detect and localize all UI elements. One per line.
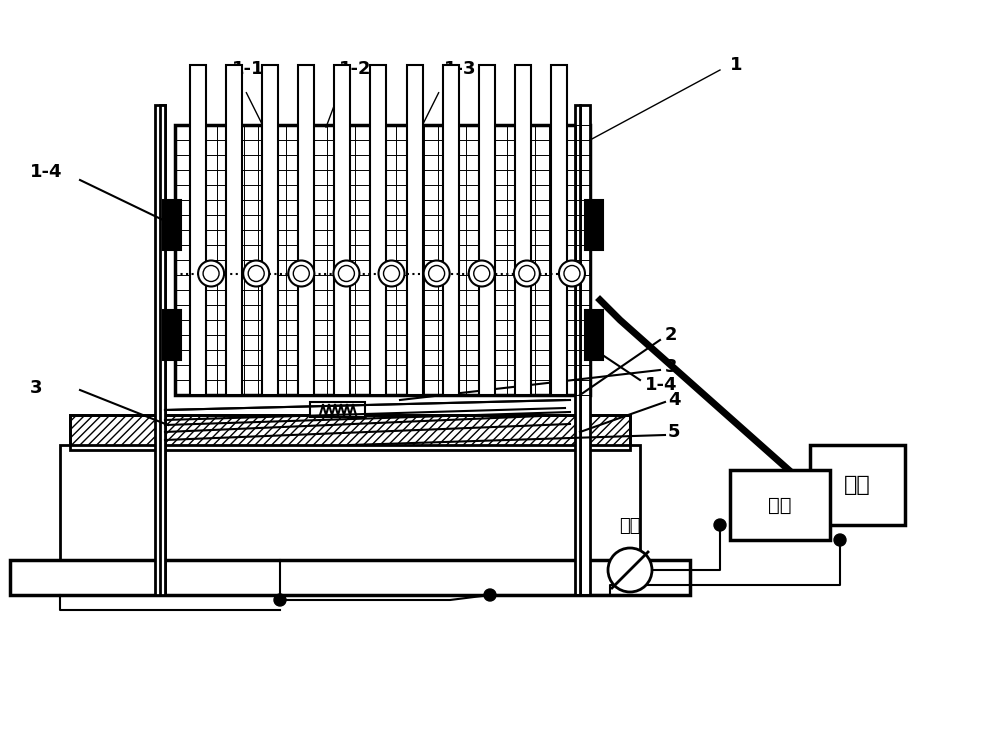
Text: 手机: 手机: [844, 475, 870, 495]
Bar: [585, 200, 603, 250]
Bar: [190, 65, 206, 395]
Bar: [443, 65, 459, 395]
Bar: [163, 200, 181, 250]
Bar: [730, 470, 830, 540]
Circle shape: [608, 548, 652, 592]
Text: 1-4: 1-4: [30, 163, 62, 181]
Circle shape: [333, 260, 359, 286]
Bar: [479, 65, 495, 395]
Bar: [160, 105, 165, 595]
Bar: [575, 105, 580, 595]
Circle shape: [293, 266, 309, 281]
Bar: [551, 65, 567, 395]
Text: 2: 2: [665, 326, 678, 344]
Bar: [70, 415, 630, 450]
Bar: [60, 445, 640, 560]
Text: 开关: 开关: [619, 517, 641, 535]
Bar: [407, 65, 423, 395]
Bar: [310, 402, 365, 417]
Circle shape: [243, 260, 269, 286]
Text: 1-1: 1-1: [232, 60, 264, 78]
Bar: [262, 65, 278, 395]
Circle shape: [424, 260, 450, 286]
Circle shape: [248, 266, 264, 281]
Text: 1-4: 1-4: [645, 376, 678, 394]
Circle shape: [834, 534, 846, 546]
Bar: [175, 125, 590, 395]
Circle shape: [203, 266, 219, 281]
Circle shape: [559, 260, 585, 286]
Text: 4: 4: [668, 391, 680, 409]
Circle shape: [429, 266, 445, 281]
Bar: [163, 310, 181, 360]
Text: 1: 1: [730, 56, 742, 74]
Text: 3: 3: [665, 358, 678, 376]
Bar: [515, 65, 531, 395]
Bar: [226, 65, 242, 395]
Bar: [334, 65, 350, 395]
Circle shape: [514, 260, 540, 286]
Text: 1-2: 1-2: [339, 60, 371, 78]
Text: 1-3: 1-3: [444, 60, 476, 78]
Circle shape: [379, 260, 405, 286]
Circle shape: [338, 266, 354, 281]
Bar: [585, 310, 603, 360]
Circle shape: [519, 266, 535, 281]
Bar: [370, 65, 386, 395]
Bar: [155, 105, 165, 595]
Text: 电源: 电源: [768, 496, 792, 514]
Circle shape: [474, 266, 490, 281]
Circle shape: [274, 594, 286, 606]
Bar: [298, 65, 314, 395]
Circle shape: [288, 260, 314, 286]
Bar: [810, 445, 905, 525]
Text: 3: 3: [30, 379, 42, 397]
Bar: [10, 560, 690, 595]
Circle shape: [714, 519, 726, 531]
Circle shape: [469, 260, 495, 286]
Bar: [580, 105, 590, 595]
Circle shape: [564, 266, 580, 281]
Text: 5: 5: [668, 423, 680, 441]
Bar: [70, 415, 630, 450]
Circle shape: [198, 260, 224, 286]
Circle shape: [484, 589, 496, 601]
Circle shape: [384, 266, 400, 281]
